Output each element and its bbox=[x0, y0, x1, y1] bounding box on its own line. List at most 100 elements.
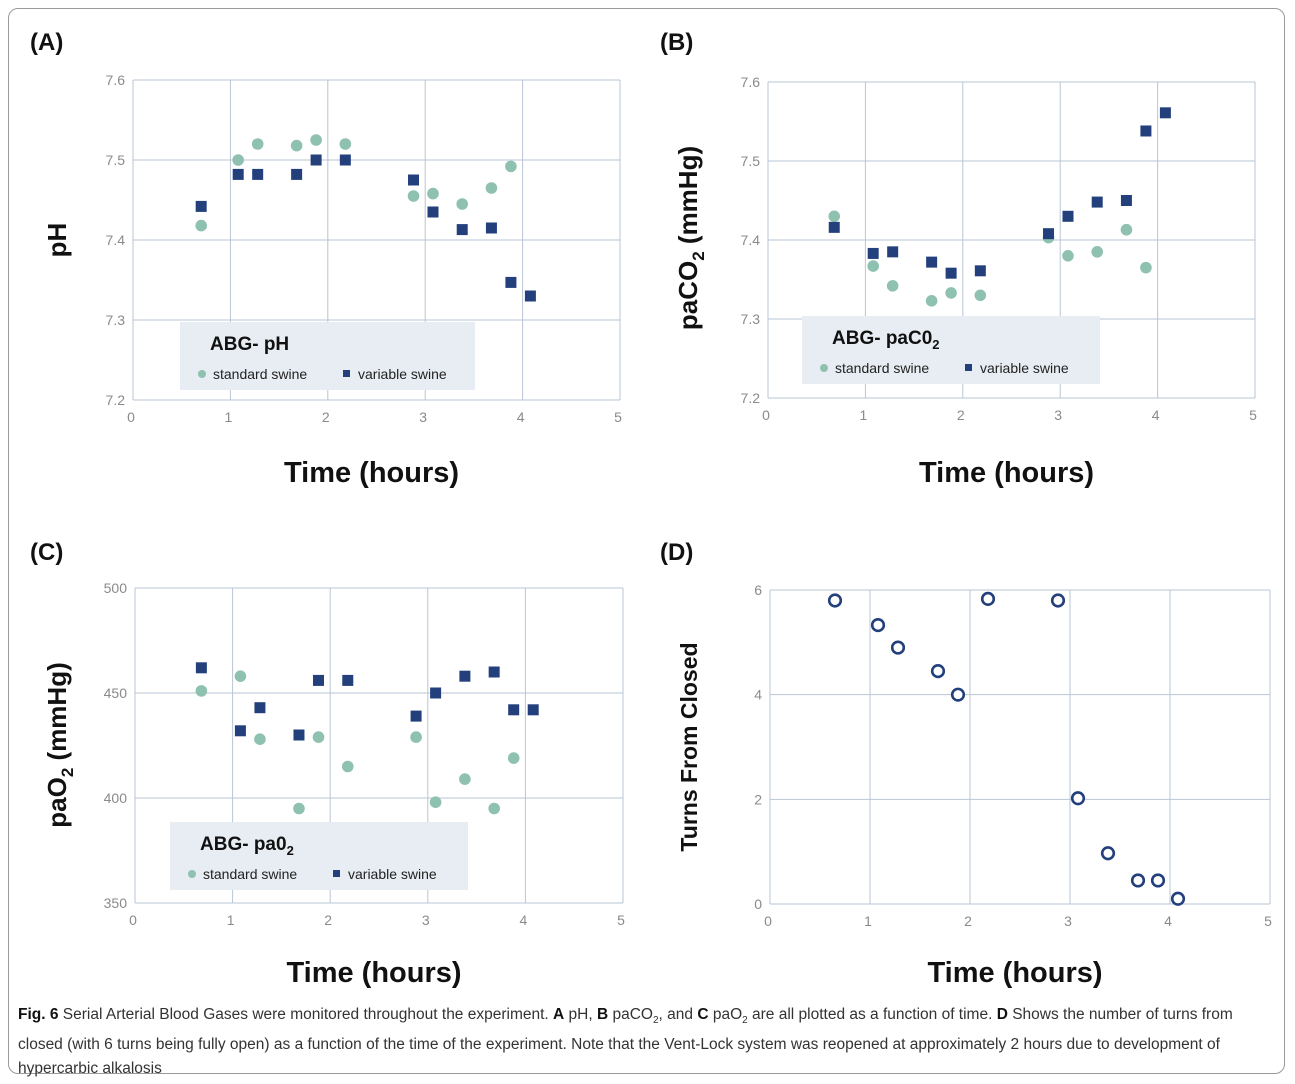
x-tick-label: 5 bbox=[1249, 407, 1257, 423]
legend-marker-variable bbox=[333, 870, 340, 877]
x-tick-label: 0 bbox=[764, 913, 772, 929]
y-axis-title: paO2 (mmHg) bbox=[42, 662, 77, 827]
data-point-variable bbox=[293, 729, 305, 741]
x-tick-label: 1 bbox=[864, 913, 872, 929]
legend-marker-standard bbox=[188, 870, 196, 878]
panel-letter: (D) bbox=[660, 539, 693, 566]
data-point-standard bbox=[488, 802, 500, 815]
data-point-variable bbox=[254, 702, 266, 714]
x-tick-label: 2 bbox=[964, 913, 972, 929]
chart-panel-b: (B) 0 1 2 3 4 5 7.2 7.3 7.4 7.5 7.6 Time (hours) paCO… bbox=[660, 29, 1257, 489]
y-axis-title: paCO2 (mmHg) bbox=[673, 146, 708, 330]
figure-canvas: (A) 0 1 2 3 4 5 7.2 7.3 7.4 7.5 7.6 Time (hours) pH AB… bbox=[30, 29, 1272, 989]
legend-background bbox=[180, 322, 475, 390]
x-tick-label: 3 bbox=[419, 409, 427, 425]
caption-ref-c: C bbox=[697, 1006, 709, 1023]
caption-text: , and bbox=[658, 1006, 698, 1023]
y-tick-label: 500 bbox=[104, 580, 128, 596]
data-point-variable bbox=[974, 265, 986, 277]
caption-ref-b: B bbox=[596, 1006, 609, 1023]
caption-ref-a: A bbox=[553, 1006, 565, 1023]
panel-letter: (C) bbox=[30, 539, 63, 566]
legend: ABG- paC02 standard swine variable swine bbox=[802, 316, 1100, 384]
legend-title: ABG- pa02 bbox=[200, 834, 294, 858]
x-tick-label: 0 bbox=[129, 912, 137, 928]
caption-subscript: 2 bbox=[742, 1015, 748, 1027]
data-point-turns bbox=[1130, 873, 1146, 888]
legend: ABG- pa02 standard swine variable swine bbox=[170, 822, 468, 890]
data-point-variable bbox=[1091, 196, 1103, 208]
data-point-turns bbox=[870, 617, 886, 633]
y-tick-label: 7.5 bbox=[106, 152, 126, 168]
y-tick-label: 4 bbox=[754, 687, 762, 703]
x-tick-label: 2 bbox=[324, 912, 332, 928]
chart-panel-d: (D) 0 1 2 3 4 5 0 2 4 6 Time (hours) Turns From Clos… bbox=[660, 539, 1272, 989]
x-tick-label: 3 bbox=[422, 912, 430, 928]
data-point-standard bbox=[945, 287, 957, 299]
data-point-variable bbox=[1120, 195, 1132, 206]
data-point-standard bbox=[339, 138, 352, 150]
data-point-standard bbox=[232, 154, 244, 166]
data-point-variable bbox=[887, 246, 899, 258]
data-point-variable bbox=[945, 267, 957, 279]
y-tick-label: 7.4 bbox=[741, 232, 761, 248]
legend-label-standard: standard swine bbox=[203, 866, 297, 882]
y-axis-title: pH bbox=[42, 223, 72, 258]
legend-label-variable: variable swine bbox=[358, 366, 447, 382]
data-point-variable bbox=[867, 247, 879, 259]
data-point-turns bbox=[1050, 593, 1066, 608]
data-point-variable bbox=[312, 674, 324, 686]
y-tick-label: 7.2 bbox=[741, 390, 761, 406]
data-point-variable bbox=[427, 206, 439, 218]
data-point-standard bbox=[505, 160, 517, 173]
data-point-turns bbox=[827, 593, 843, 608]
data-point-variable bbox=[252, 168, 264, 180]
data-point-standard bbox=[456, 198, 469, 210]
x-tick-label: 0 bbox=[127, 409, 135, 425]
x-tick-label: 1 bbox=[227, 912, 235, 928]
x-tick-label: 5 bbox=[1264, 913, 1272, 929]
data-point-turns bbox=[1070, 791, 1086, 806]
y-tick-label: 6 bbox=[754, 582, 762, 598]
y-tick-label: 0 bbox=[754, 896, 762, 912]
data-point-variable bbox=[1062, 210, 1074, 222]
data-point-variable bbox=[926, 256, 938, 268]
panel-letter: (B) bbox=[660, 29, 693, 56]
data-point-standard bbox=[310, 134, 322, 146]
y-tick-label: 400 bbox=[104, 790, 128, 806]
y-tick-label: 7.6 bbox=[106, 72, 126, 88]
x-tick-label: 3 bbox=[1064, 913, 1072, 929]
data-point-standard bbox=[407, 190, 420, 202]
x-tick-label: 0 bbox=[762, 407, 770, 423]
data-point-variable bbox=[505, 276, 517, 288]
y-tick-label: 7.3 bbox=[106, 312, 126, 328]
legend-marker-variable bbox=[965, 364, 972, 371]
x-tick-label: 4 bbox=[1152, 407, 1160, 423]
y-tick-label: 450 bbox=[104, 685, 128, 701]
caption-text: Shows the number of turns from closed (w… bbox=[18, 1006, 1233, 1078]
legend-title: ABG- pH bbox=[210, 334, 289, 355]
legend-label-standard: standard swine bbox=[835, 360, 929, 376]
data-point-turns bbox=[890, 640, 906, 655]
x-axis-title: Time (hours) bbox=[927, 957, 1102, 989]
x-tick-label: 1 bbox=[860, 407, 868, 423]
y-tick-label: 7.5 bbox=[741, 153, 761, 169]
data-point-standard bbox=[507, 752, 520, 764]
data-point-variable bbox=[195, 662, 207, 674]
y-tick-label: 7.2 bbox=[106, 392, 126, 408]
data-point-variable bbox=[291, 168, 303, 180]
data-point-variable bbox=[459, 670, 471, 682]
x-tick-label: 4 bbox=[1164, 913, 1172, 929]
data-point-standard bbox=[234, 670, 247, 682]
caption-text: pH, bbox=[564, 1006, 597, 1023]
data-point-turns bbox=[1170, 891, 1186, 906]
data-point-standard bbox=[925, 295, 938, 307]
data-point-variable bbox=[339, 154, 351, 166]
caption-subscript: 2 bbox=[652, 1015, 659, 1027]
data-point-variable bbox=[488, 666, 500, 678]
chart-panel-c: (C) 0 1 2 3 4 5 350 400 450 500 Time (hours) paO2 (m… bbox=[30, 539, 625, 989]
data-point-standard bbox=[290, 139, 303, 152]
legend-label-standard: standard swine bbox=[213, 366, 307, 382]
data-point-standard bbox=[195, 219, 207, 232]
chart-panel-a: (A) 0 1 2 3 4 5 7.2 7.3 7.4 7.5 7.6 Time (hours) pH AB… bbox=[30, 29, 622, 489]
